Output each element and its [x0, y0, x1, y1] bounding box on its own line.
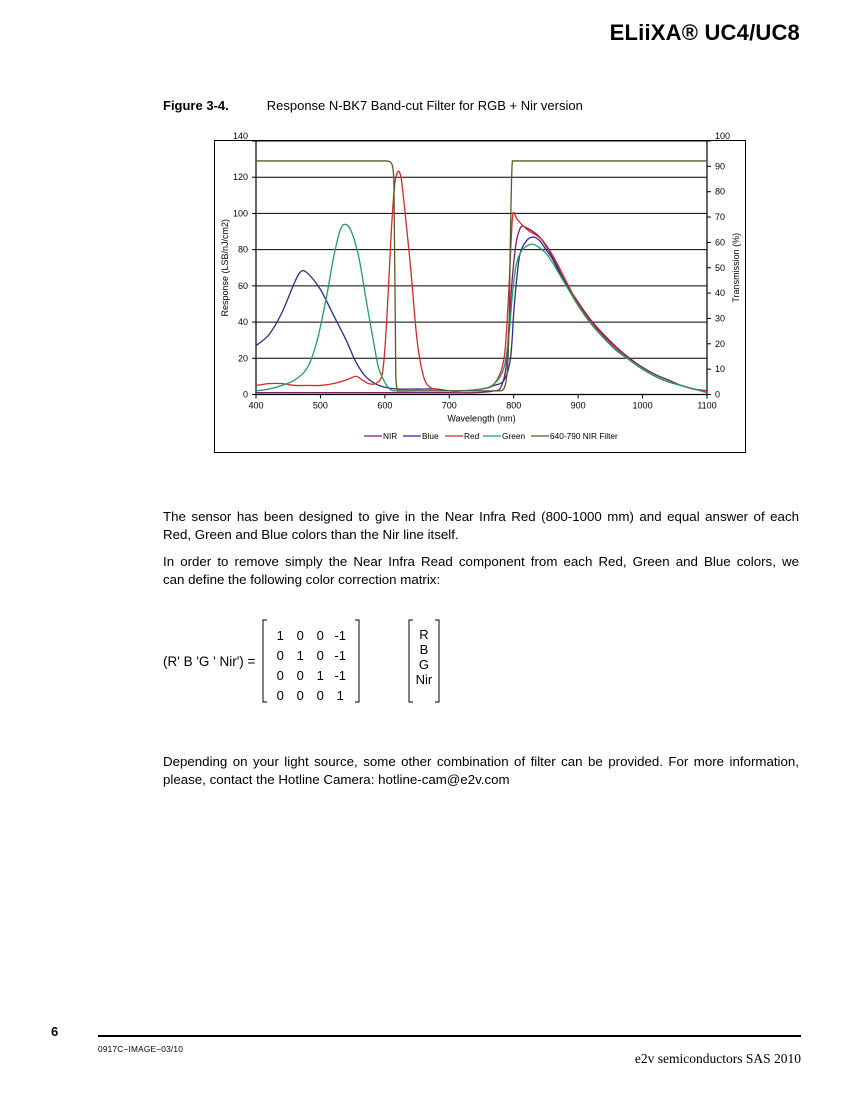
svg-text:640-790 NIR Filter: 640-790 NIR Filter: [550, 431, 618, 441]
svg-text:Transmission (%): Transmission (%): [731, 233, 741, 303]
svg-text:10: 10: [715, 364, 725, 374]
svg-text:900: 900: [571, 401, 586, 411]
svg-text:700: 700: [442, 401, 457, 411]
svg-text:60: 60: [238, 281, 248, 291]
svg-text:400: 400: [248, 401, 263, 411]
svg-text:60: 60: [715, 237, 725, 247]
svg-text:0: 0: [243, 390, 248, 400]
svg-text:50: 50: [715, 263, 725, 273]
svg-text:40: 40: [238, 317, 248, 327]
svg-text:0: 0: [715, 390, 720, 400]
svg-text:500: 500: [313, 401, 328, 411]
svg-text:80: 80: [238, 245, 248, 255]
svg-text:20: 20: [715, 339, 725, 349]
svg-text:NIR: NIR: [383, 431, 397, 441]
svg-text:100: 100: [233, 208, 248, 218]
svg-text:90: 90: [715, 161, 725, 171]
svg-text:100: 100: [715, 131, 730, 141]
svg-text:Blue: Blue: [422, 431, 439, 441]
svg-text:30: 30: [715, 313, 725, 323]
svg-text:600: 600: [377, 401, 392, 411]
svg-text:70: 70: [715, 212, 725, 222]
svg-text:80: 80: [715, 187, 725, 197]
svg-text:Wavelength (nm): Wavelength (nm): [447, 414, 515, 424]
svg-text:120: 120: [233, 172, 248, 182]
svg-text:140: 140: [233, 131, 248, 141]
svg-text:Response (LSB/nJ/cm2): Response (LSB/nJ/cm2): [220, 219, 230, 317]
svg-text:1100: 1100: [697, 401, 716, 411]
svg-text:800: 800: [506, 401, 521, 411]
svg-text:Green: Green: [502, 431, 525, 441]
svg-text:20: 20: [238, 353, 248, 363]
svg-text:1000: 1000: [633, 401, 653, 411]
svg-text:Red: Red: [464, 431, 480, 441]
svg-text:40: 40: [715, 288, 725, 298]
